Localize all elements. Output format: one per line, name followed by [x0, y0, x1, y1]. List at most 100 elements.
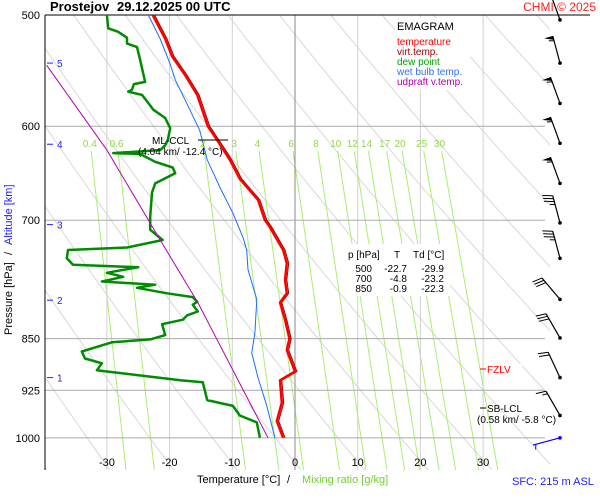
- table-header-p: p [hPa]: [348, 250, 380, 261]
- temperature-tick-label: 30: [477, 457, 489, 469]
- mixing-ratio-label: 2: [200, 139, 206, 150]
- wind-barb-full: [537, 315, 548, 320]
- dew-point-line: [65, 15, 262, 439]
- ml-ccl-label: ML-CCL: [152, 136, 190, 147]
- dry-adiabat: [432, 15, 550, 146]
- dry-adiabat: [278, 15, 550, 332]
- wind-barb: [535, 390, 562, 418]
- mixing-ratio-label: 20: [394, 139, 406, 150]
- mixing-ratio-line: [258, 151, 304, 470]
- legend-temperature: temperature: [397, 37, 451, 48]
- dry-adiabat: [330, 15, 550, 268]
- temperature-axis-label: Temperature [°C]: [197, 474, 280, 486]
- temperature-tick-label: -20: [162, 457, 178, 469]
- dry-adiabat: [381, 15, 550, 206]
- mixing-ratio-label: 0.4: [83, 139, 97, 150]
- legend: EMAGRAM temperature virt.temp. dew point…: [395, 18, 470, 90]
- pressure-tick-label: 500: [22, 10, 40, 22]
- mixing-ratio-label: 12: [347, 139, 359, 150]
- wind-barb: [542, 195, 562, 225]
- pressure-tick-label: 600: [22, 121, 40, 133]
- fzlv-label: FZLV: [487, 365, 511, 376]
- wind-barb: [552, 0, 562, 22]
- dry-adiabat: [73, 15, 429, 470]
- dry-adiabat: [45, 47, 366, 470]
- ml-ccl-marker: ML-CCL (4.04 km/ -12.4 °C): [138, 136, 228, 158]
- wind-barb-full: [535, 390, 547, 395]
- wet-bulb-temp-line: [147, 15, 276, 438]
- mixing-ratio-line: [292, 151, 340, 470]
- table-cell: -29.9: [421, 264, 444, 275]
- dry-adiabat: [45, 289, 175, 470]
- wind-barbs: [532, 0, 562, 450]
- y-axis-label: Pressure [hPa] / Altitude [km]: [3, 184, 15, 335]
- wind-barb-staff: [549, 76, 561, 104]
- dry-adiabat: [565, 0, 600, 473]
- table-cell: -22.7: [384, 264, 407, 275]
- mixing-ratio-line: [117, 151, 155, 470]
- wind-barb-pennant: [541, 116, 552, 121]
- mixing-ratio-axis-label: Mixing ratio [g/kg]: [302, 474, 388, 486]
- wind-barb-full: [532, 277, 543, 283]
- temperature-tick-label: -10: [224, 457, 240, 469]
- altitude-tick-label: 1: [57, 374, 63, 385]
- wind-barb-staff: [552, 231, 561, 259]
- legend-title: EMAGRAM: [397, 21, 454, 33]
- temperature-line: [151, 15, 297, 439]
- wind-barb-staff: [547, 351, 561, 378]
- axis-separator: /: [287, 474, 291, 486]
- level-table: p [hPa] T Td [°C] 500 -22.7 -29.9 700 -4…: [345, 244, 450, 296]
- altitude-tick-label: 2: [57, 296, 63, 307]
- sb-lcl-detail: (0.58 km/ -5.8 °C): [477, 415, 556, 426]
- wind-barb-full: [534, 279, 545, 285]
- pressure-tick-label: 850: [22, 334, 40, 346]
- wind-barb-full: [539, 354, 550, 357]
- wind-barb-staff: [545, 390, 561, 416]
- wind-barb-staff: [549, 116, 561, 144]
- wind-barb: [541, 116, 562, 146]
- wind-barb: [537, 351, 562, 380]
- pressure-axis-label: Pressure [hPa]: [3, 262, 15, 335]
- chart-title-station: Prostejov: [50, 0, 110, 14]
- dry-adiabat: [45, 376, 111, 470]
- table-cell: 700: [355, 274, 372, 285]
- wind-barb-full: [536, 282, 547, 288]
- mixing-ratio-label: 25: [416, 139, 428, 150]
- surface-elevation: SFC: 215 m ASL: [512, 476, 594, 488]
- axis-ticks: 0.4 0.6 2 3 4 6 8 10 12 14 17 20 25 30-30 -20 -10 0 10 20 3…: [16, 10, 490, 469]
- mixing-ratio-lines: [90, 151, 499, 470]
- wind-barb-pennant: [544, 36, 554, 40]
- mixing-ratio-label: 6: [288, 139, 294, 150]
- altitude-axis-label: Altitude [km]: [3, 184, 15, 245]
- mixing-ratio-label: 4: [255, 139, 261, 150]
- pressure-tick-label: 700: [22, 215, 40, 227]
- mixing-ratio-line: [423, 151, 480, 470]
- wind-barb-full: [537, 351, 549, 355]
- virtual-temperature-line: [154, 15, 298, 438]
- table-cell: -4.8: [390, 274, 408, 285]
- dry-adiabat: [45, 125, 302, 470]
- table-header-t: T: [394, 250, 400, 261]
- mixing-ratio-label: 30: [434, 139, 446, 150]
- table-cell: -0.9: [390, 284, 408, 295]
- dry-adiabat: [535, 15, 550, 31]
- table-cell: 850: [355, 284, 372, 295]
- pressure-tick-label: 925: [22, 385, 40, 397]
- mixing-ratio-line: [90, 151, 127, 470]
- legend-dew-point: dew point: [397, 57, 440, 68]
- mixing-ratio-line: [337, 151, 388, 470]
- dry-adiabat: [45, 205, 238, 470]
- dry-adiabats: [45, 0, 600, 473]
- temperature-tick-label: 0: [292, 457, 298, 469]
- temperature-tick-label: -30: [99, 457, 115, 469]
- altitude-tick-label: 3: [57, 221, 63, 232]
- axis-separator: /: [3, 251, 15, 255]
- mixing-ratio-line: [441, 151, 499, 470]
- ml-ccl-detail: (4.04 km/ -12.4 °C): [138, 147, 223, 158]
- altitude-tick-label: 4: [57, 140, 63, 151]
- pressure-tick-label: 1000: [16, 433, 40, 445]
- sb-lcl-label: SB-LCL: [487, 404, 522, 415]
- altitude-tick-label: 5: [57, 59, 63, 70]
- x-axis-label: Temperature [°C] / Mixing ratio [g/kg]: [197, 474, 388, 486]
